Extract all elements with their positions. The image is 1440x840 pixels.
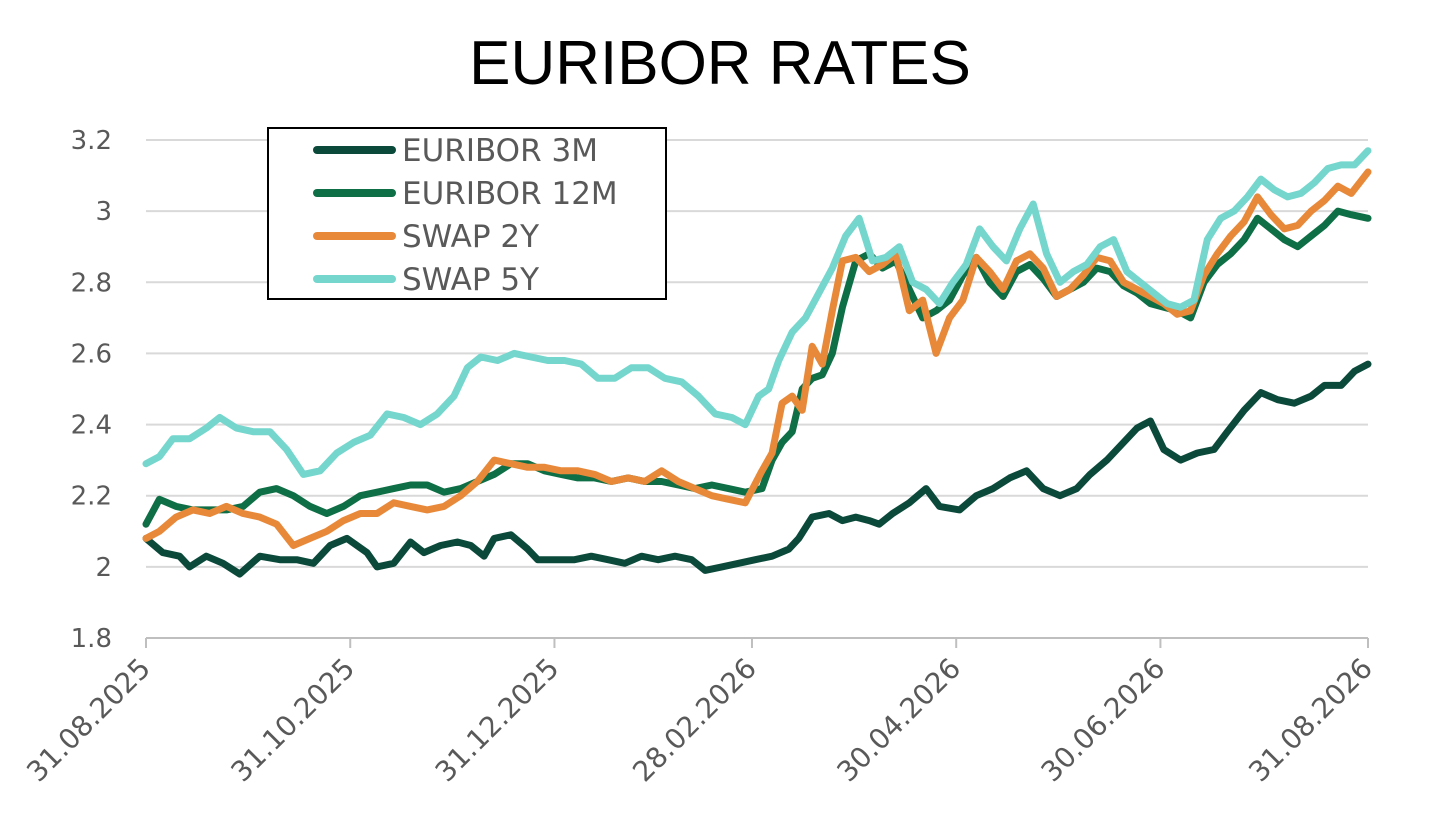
series-lines	[142, 147, 1372, 578]
legend: EURIBOR 3M EURIBOR 12M SWAP 2Y SWAP 5Y	[267, 127, 667, 300]
legend-label: EURIBOR 12M	[402, 176, 618, 212]
legend-label: SWAP 5Y	[402, 262, 539, 298]
legend-box	[267, 127, 667, 300]
x-tick-label: 30.04.2026	[830, 652, 967, 789]
legend-label: SWAP 2Y	[402, 219, 539, 255]
y-tick-label: 1.8	[71, 624, 112, 654]
legend-label: EURIBOR 3M	[402, 133, 598, 169]
y-tick-label: 2.8	[71, 268, 112, 298]
x-tick-label: 31.12.2025	[429, 652, 566, 789]
y-tick-label: 2.6	[71, 339, 112, 369]
x-tick-label: 30.06.2026	[1035, 652, 1172, 789]
series-line-swap-2y	[142, 168, 1372, 549]
y-tick-label: 3.2	[71, 126, 112, 156]
y-tick-label: 2.2	[71, 482, 112, 512]
series-line-swap-5y	[142, 147, 1372, 478]
y-tick-label: 3	[95, 197, 112, 227]
series-line-euribor-3m	[142, 360, 1372, 578]
chart-title: EURIBOR RATES	[469, 29, 971, 98]
y-tick-label: 2	[95, 553, 112, 583]
x-tick-label: 31.08.2026	[1242, 652, 1379, 789]
x-tick-label: 28.02.2026	[626, 652, 763, 789]
grid-lines	[146, 139, 1368, 568]
x-tick-label: 31.08.2025	[20, 652, 157, 789]
y-tick-label: 2.4	[71, 411, 112, 441]
x-tick-label: 31.10.2025	[224, 652, 361, 789]
